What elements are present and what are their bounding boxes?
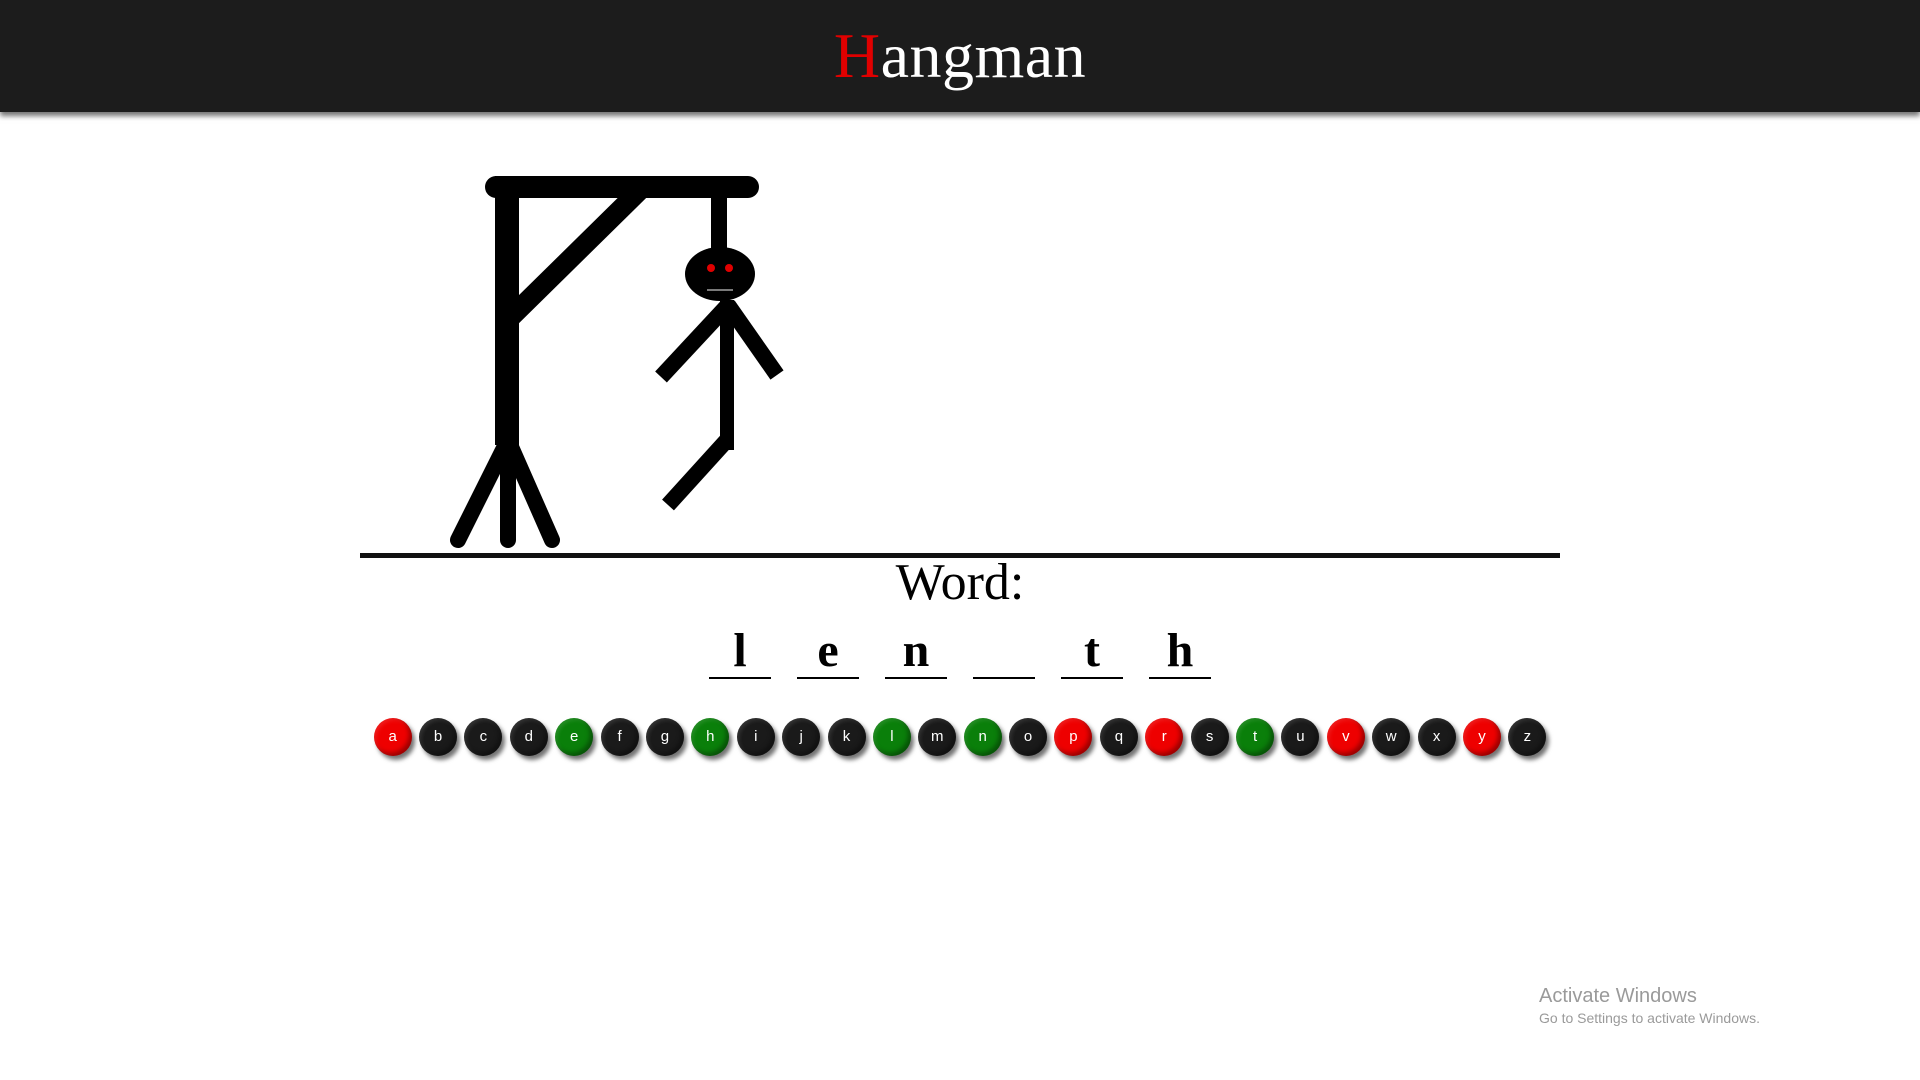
game-title: Hangman [834,24,1086,88]
key-n[interactable]: n [963,718,1002,756]
key-h[interactable]: h [691,718,730,756]
head [685,247,755,301]
key-t[interactable]: t [1236,718,1275,756]
key-g[interactable]: g [645,718,684,756]
key-f[interactable]: f [600,718,639,756]
key-e[interactable]: e [555,718,594,756]
watermark-line2: Go to Settings to activate Windows. [1539,1010,1760,1026]
key-j[interactable]: j [782,718,821,756]
key-a[interactable]: a [373,718,412,756]
header-bar: Hangman [0,0,1920,112]
letter-slot: e [797,625,859,679]
key-p[interactable]: p [1054,718,1093,756]
hangman-drawing [450,176,784,548]
key-b[interactable]: b [419,718,457,756]
left-arm [655,299,734,383]
gallows-base-left-leg [450,432,516,548]
letter-slot: n [885,625,947,679]
letter-slot: t [1061,625,1123,679]
right-arm [721,300,784,380]
key-q[interactable]: q [1099,718,1138,756]
key-v[interactable]: v [1326,718,1365,756]
key-w[interactable]: w [1372,718,1411,756]
right-eye [725,264,733,272]
watermark-line1: Activate Windows [1539,985,1697,1007]
key-x[interactable]: x [1417,718,1456,756]
key-r[interactable]: r [1145,718,1184,756]
left-leg [662,434,733,511]
key-y[interactable]: y [1462,718,1501,756]
gallows-brace [502,182,648,326]
hanged-man [655,247,784,511]
windows-activation-watermark: Activate Windows Go to Settings to activ… [1539,984,1760,1028]
key-s[interactable]: s [1190,718,1229,756]
game-title-initial: H [833,20,881,91]
gallows-structure [450,176,759,548]
gallows-base-right-leg [500,432,560,548]
key-l[interactable]: l [872,718,911,756]
key-m[interactable]: m [918,718,957,756]
letter-slot: h [1149,625,1211,679]
key-c[interactable]: c [464,718,503,756]
left-eye [707,264,715,272]
key-i[interactable]: i [736,718,775,756]
ground-line [360,553,1560,558]
key-o[interactable]: o [1009,718,1048,756]
key-k[interactable]: k [827,718,866,756]
key-d[interactable]: d [509,718,548,756]
key-z[interactable]: z [1508,718,1547,756]
key-u[interactable]: u [1281,718,1320,756]
word-label: Word: [895,554,1025,611]
letter-slot [973,625,1035,679]
letter-slot: l [709,625,771,679]
game-title-rest: angman [880,20,1087,91]
